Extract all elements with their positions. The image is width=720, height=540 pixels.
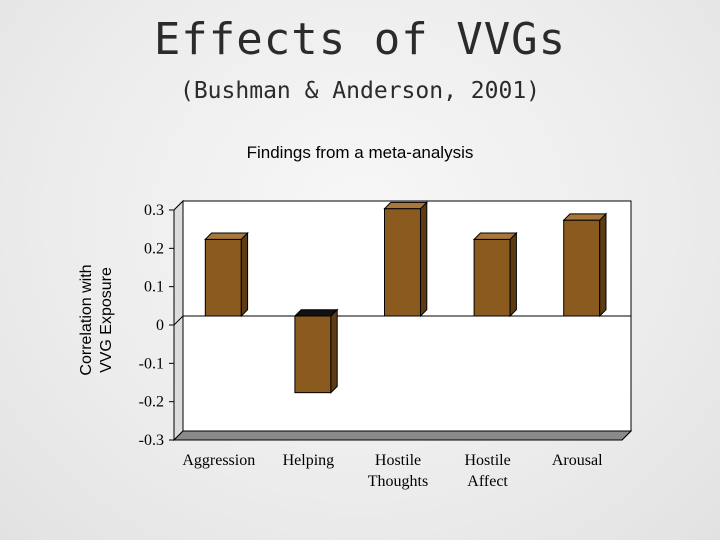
x-tick-label: Affect <box>467 473 508 490</box>
bar-top <box>293 309 339 317</box>
bar-side <box>330 308 338 394</box>
y-axis-label: Correlation with <box>78 264 95 375</box>
plot-floor <box>172 430 633 441</box>
bar-top <box>562 213 608 221</box>
x-tick-label: Arousal <box>552 452 603 469</box>
bar <box>473 238 511 317</box>
y-axis-label: VVG Exposure <box>98 267 115 373</box>
y-tick-label: -0.1 <box>139 355 164 372</box>
bar-top <box>383 201 429 210</box>
bar-top <box>472 232 518 240</box>
y-tick-label: 0.1 <box>144 279 164 296</box>
x-tick-label: Helping <box>283 452 335 469</box>
y-tick-label: 0 <box>156 317 164 334</box>
slide-subtitle: (Bushman & Anderson, 2001) <box>179 78 541 104</box>
zero-line-depth <box>173 315 184 326</box>
slide-title: Effects of VVGs <box>153 14 567 65</box>
bar <box>384 208 421 317</box>
y-tick-label: 0.2 <box>144 240 164 257</box>
y-tick-label: 0.3 <box>144 202 164 219</box>
x-tick-label: Hostile <box>375 452 421 469</box>
y-tick-label: -0.3 <box>139 432 164 449</box>
bar-side <box>240 231 249 318</box>
x-tick-label: Hostile <box>464 452 510 469</box>
bar <box>563 219 601 317</box>
bar-top <box>204 232 249 240</box>
chart-caption: Findings from a meta-analysis <box>246 143 474 162</box>
x-tick-label: Thoughts <box>368 473 428 490</box>
bar <box>204 238 242 317</box>
y-tick-label: -0.2 <box>139 394 164 411</box>
bar-side <box>509 231 517 318</box>
x-tick-label: Aggression <box>182 452 255 469</box>
bar-side <box>420 201 428 318</box>
bar <box>294 315 332 394</box>
bar-side <box>599 212 607 318</box>
